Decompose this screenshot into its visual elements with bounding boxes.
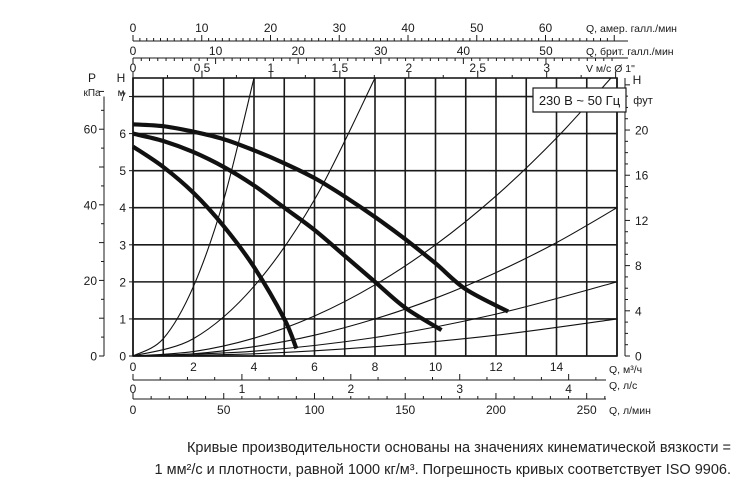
system-curve — [132, 77, 255, 357]
ft-tick-label: 4 — [635, 304, 642, 318]
y-axis-kpa-label: P — [88, 71, 96, 85]
voltage-label: 230 В ~ 50 Гц — [539, 93, 621, 108]
footnote-line-1: Кривые производительности основаны на зн… — [186, 440, 731, 456]
y-tick-label: 3 — [119, 238, 126, 252]
bottom-axis-tick-label: 0 — [130, 382, 137, 396]
kpa-tick-label: 60 — [84, 123, 98, 137]
bottom-axis-label-ls: Q, л/с — [609, 380, 637, 392]
kpa-tick-label: 20 — [84, 274, 98, 288]
top-axis-label: Q, брит. галл./мин — [586, 46, 674, 58]
y-axis-ft-label: H — [633, 73, 642, 87]
y-axis-kpa-unit: кПа — [83, 88, 101, 99]
y-tick-label: 5 — [119, 164, 126, 178]
system-curve — [132, 77, 612, 357]
top-axis-tick-label: 50 — [539, 44, 553, 58]
voltage-box: 230 В ~ 50 Гц — [532, 87, 627, 113]
bottom-axis-tick-label: 3 — [456, 382, 463, 396]
kpa-tick-label: 40 — [84, 198, 98, 212]
bottom-axis-tick-label: 4 — [565, 382, 572, 396]
y-tick-label: 7 — [119, 90, 126, 104]
x-axis-label: Q, м³/ч — [609, 364, 642, 376]
pump-curves — [131, 122, 510, 350]
kpa-tick-label: 0 — [90, 350, 97, 364]
y-axis-m-label: H — [117, 71, 126, 85]
top-axis-tick-label: 1,5 — [331, 61, 348, 75]
top-axis-tick-label: 10 — [209, 44, 223, 58]
system-curve — [132, 318, 618, 357]
top-axis-tick-label: 20 — [264, 21, 278, 35]
ft-tick-label: 20 — [635, 124, 649, 138]
top-axis-tick-label: 30 — [374, 44, 388, 58]
x-tick-label: 6 — [311, 360, 318, 374]
x-tick-label: 2 — [190, 360, 197, 374]
y-axis-ft-unit: фут — [633, 95, 652, 107]
top-axis-tick-label: 20 — [292, 44, 306, 58]
pump-curve — [132, 131, 443, 332]
top-axis-tick-label: 0,5 — [194, 61, 211, 75]
top-axis-tick-label: 3 — [543, 61, 550, 75]
top-axis-label: V м/с Ø 1" — [586, 63, 635, 75]
y-tick-label: 4 — [119, 201, 126, 215]
top-axis-tick-label: 0 — [130, 44, 137, 58]
bottom-axis-tick-label: 0 — [130, 403, 137, 417]
x-tick-label: 12 — [489, 360, 503, 374]
y-tick-label: 0 — [119, 350, 126, 364]
bottom-axis-tick-label: 250 — [577, 403, 597, 417]
top-axis-tick-label: 2 — [405, 61, 412, 75]
ft-tick-label: 0 — [635, 350, 642, 364]
top-axis-tick-label: 2,5 — [469, 61, 486, 75]
pump-curve — [131, 144, 299, 350]
top-axis-tick-label: 50 — [470, 21, 484, 35]
top-axis-tick-label: 60 — [539, 21, 553, 35]
bottom-axis-tick-label: 2 — [347, 382, 354, 396]
top-axis-tick-label: 0 — [130, 21, 137, 35]
top-axis-tick-label: 40 — [457, 44, 471, 58]
top-axis-tick-label: 1 — [268, 61, 275, 75]
ft-tick-label: 8 — [635, 259, 642, 273]
bottom-axis-label-lmin: Q, л/мин — [609, 405, 651, 417]
y-tick-label: 2 — [119, 275, 126, 289]
bottom-axis-tick-label: 50 — [217, 403, 231, 417]
y-tick-label: 6 — [119, 127, 126, 141]
top-axis-tick-label: 40 — [401, 21, 415, 35]
ft-tick-label: 16 — [635, 169, 649, 183]
x-tick-label: 10 — [429, 360, 443, 374]
top-axis-label: Q, амер. галл./мин — [586, 23, 677, 35]
footnote-line-2: 1 мм²/с и плотности, равной 1000 кг/м³. … — [154, 462, 731, 478]
bottom-axis-tick-label: 1 — [239, 382, 246, 396]
system-curve — [132, 207, 618, 357]
x-tick-label: 8 — [372, 360, 379, 374]
system-curves — [132, 77, 618, 357]
x-tick-label: 14 — [550, 360, 564, 374]
bottom-axis-tick-label: 100 — [304, 403, 324, 417]
x-tick-label: 4 — [251, 360, 258, 374]
bottom-axis-tick-label: 150 — [395, 403, 415, 417]
top-axis-tick-label: 30 — [333, 21, 347, 35]
bottom-axis-tick-label: 200 — [486, 403, 506, 417]
top-axis-tick-label: 10 — [195, 21, 209, 35]
top-axis-tick-label: 0 — [130, 61, 137, 75]
y-tick-label: 1 — [119, 312, 126, 326]
ft-tick-label: 12 — [635, 214, 649, 228]
x-tick-label: 0 — [130, 360, 137, 374]
y-axis-m-unit: м — [118, 88, 125, 99]
system-curve — [132, 281, 618, 357]
pump-curve — [132, 122, 510, 314]
